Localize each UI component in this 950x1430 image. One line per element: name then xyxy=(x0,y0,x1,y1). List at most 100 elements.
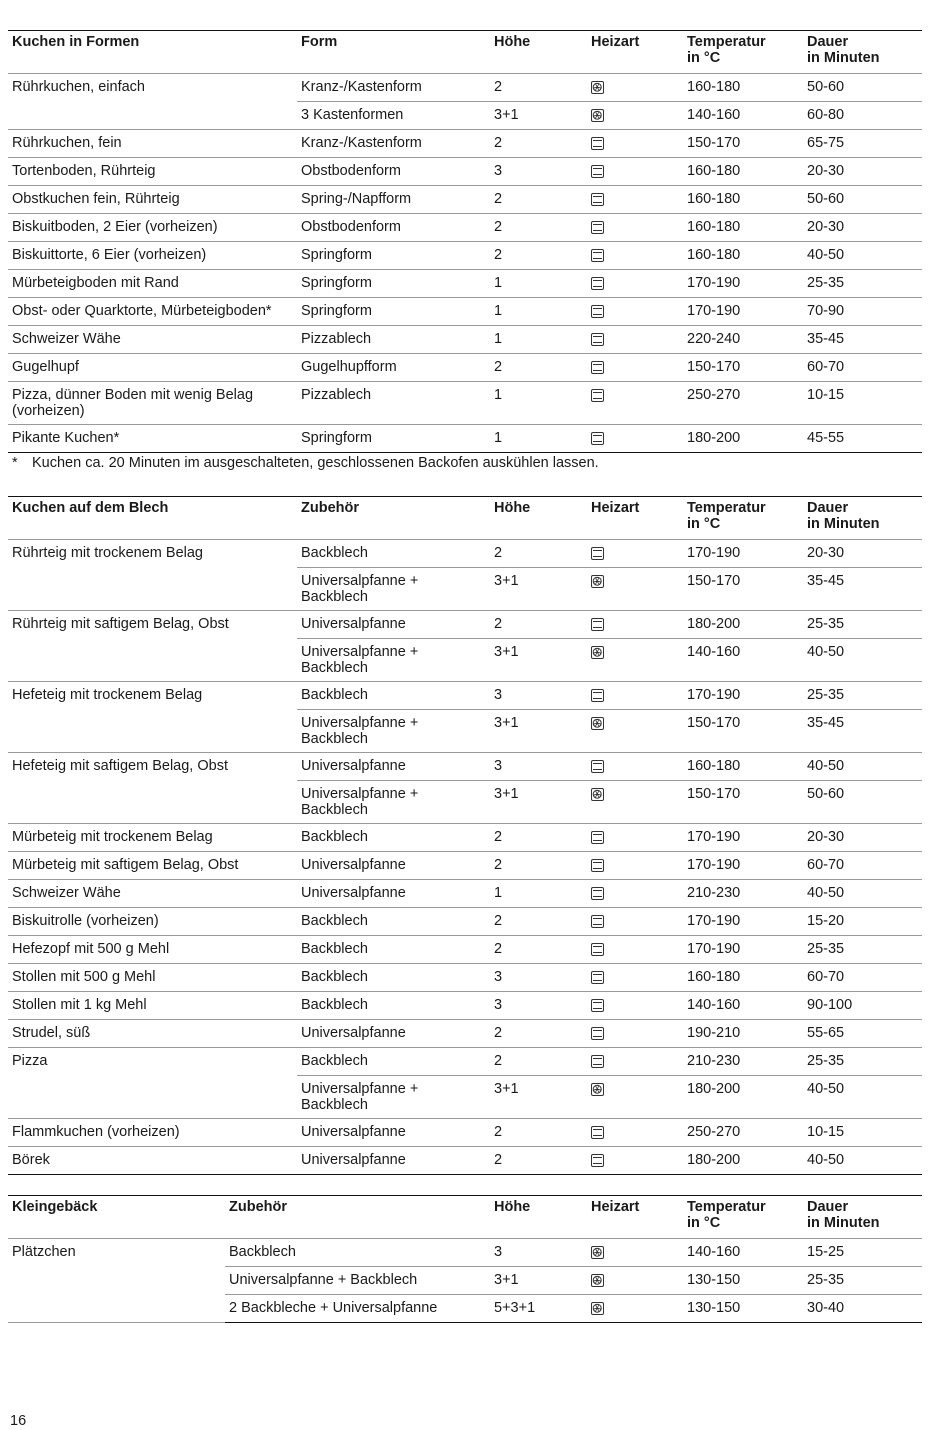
table-row: 2 Backbleche + Universalpfanne 5+3+1 130-1… xyxy=(8,1294,922,1323)
duration: 35-45 xyxy=(803,567,922,611)
accessory: Backblech xyxy=(297,991,490,1020)
table-row: Universalpfanne + Backblech 3+1 150-170 50-… xyxy=(8,780,922,824)
accessory: Universalpfanne xyxy=(297,610,490,639)
temperature: 160-180 xyxy=(683,213,803,242)
heating-mode xyxy=(587,157,683,186)
top-bottom-heat-icon xyxy=(591,943,604,956)
heating-mode xyxy=(587,823,683,852)
heating-mode xyxy=(587,752,683,781)
duration: 55-65 xyxy=(803,1019,922,1048)
temperature: 170-190 xyxy=(683,297,803,326)
dish-name: Mürbeteig mit saftigem Belag, Obst xyxy=(8,851,297,880)
page: Kuchen in Formen Form Höhe Heizart Temperatu… xyxy=(8,30,922,1429)
level: 2 xyxy=(490,73,587,102)
table-row: Rührteig mit trockenem Belag Backblech 2 17… xyxy=(8,539,922,611)
accessory: Backblech xyxy=(297,907,490,936)
duration: 70-90 xyxy=(803,297,922,326)
heating-mode xyxy=(587,907,683,936)
heating-mode xyxy=(587,539,683,568)
dish-name: Biskuittorte, 6 Eier (vorheizen) xyxy=(8,241,297,270)
duration: 60-70 xyxy=(803,851,922,880)
temperature: 210-230 xyxy=(683,1047,803,1076)
column-header: Höhe xyxy=(490,1195,587,1239)
heating-mode xyxy=(587,780,683,824)
accessory: Universalpfanne xyxy=(297,851,490,880)
table-row: Biskuitboden, 2 Eier (vorheizen) Obstbode… xyxy=(8,213,922,242)
temperature: 180-200 xyxy=(683,610,803,639)
header-row: Kuchen auf dem Blech Zubehör Höhe Heizart Te… xyxy=(8,496,922,540)
duration: 60-80 xyxy=(803,101,922,130)
column-header: Heizart xyxy=(587,496,683,540)
level: 3+1 xyxy=(490,1266,587,1295)
dish-name: Stollen mit 1 kg Mehl xyxy=(8,991,297,1020)
level: 5+3+1 xyxy=(490,1294,587,1323)
accessory: Universalpfanne xyxy=(297,1146,490,1175)
heating-mode xyxy=(587,101,683,130)
top-bottom-heat-icon xyxy=(591,547,604,560)
dish-name: Schweizer Wähe xyxy=(8,325,297,354)
temperature: 170-190 xyxy=(683,823,803,852)
dish-name: Börek xyxy=(8,1146,297,1175)
level: 3+1 xyxy=(490,1075,587,1119)
heating-mode xyxy=(587,638,683,682)
duration: 50-60 xyxy=(803,185,922,214)
level: 3 xyxy=(490,1238,587,1267)
heating-mode xyxy=(587,991,683,1020)
duration: 50-60 xyxy=(803,780,922,824)
duration: 45-55 xyxy=(803,424,922,453)
column-header: Temperatur in °C xyxy=(683,1195,803,1239)
accessory: Universalpfanne + Backblech xyxy=(297,1075,490,1119)
duration: 25-35 xyxy=(803,935,922,964)
accessory: Universalpfanne + Backblech xyxy=(297,638,490,682)
temperature: 180-200 xyxy=(683,424,803,453)
accessory: Pizzablech xyxy=(297,381,490,425)
level: 3 xyxy=(490,963,587,992)
table-row: Rührkuchen, fein Kranz-/Kastenform 2 150-17… xyxy=(8,129,922,158)
duration: 60-70 xyxy=(803,353,922,382)
duration: 65-75 xyxy=(803,129,922,158)
top-bottom-heat-icon xyxy=(591,165,604,178)
hot-air-fan-icon xyxy=(591,1246,604,1259)
accessory: Universalpfanne xyxy=(297,1118,490,1147)
heating-mode xyxy=(587,129,683,158)
duration: 20-30 xyxy=(803,213,922,242)
dish-name: Schweizer Wähe xyxy=(8,879,297,908)
temperature: 220-240 xyxy=(683,325,803,354)
level: 2 xyxy=(490,539,587,568)
accessory: Universalpfanne + Backblech xyxy=(297,567,490,611)
hot-air-fan-icon xyxy=(591,1302,604,1315)
temperature: 160-180 xyxy=(683,185,803,214)
temperature: 140-160 xyxy=(683,991,803,1020)
level: 3+1 xyxy=(490,101,587,130)
level: 2 xyxy=(490,935,587,964)
accessory: Backblech xyxy=(297,963,490,992)
level: 3 xyxy=(490,991,587,1020)
dish-name: Rührteig mit trockenem Belag xyxy=(8,539,297,611)
dish-name: Tortenboden, Rührteig xyxy=(8,157,297,186)
top-bottom-heat-icon xyxy=(591,1055,604,1068)
duration: 10-15 xyxy=(803,1118,922,1147)
table-row: 3 Kastenformen 3+1 140-160 60-80 xyxy=(8,101,922,130)
top-bottom-heat-icon xyxy=(591,999,604,1012)
top-bottom-heat-icon xyxy=(591,760,604,773)
heating-mode xyxy=(587,851,683,880)
column-header: Dauer in Minuten xyxy=(803,496,922,540)
temperature: 250-270 xyxy=(683,381,803,425)
temperature: 130-150 xyxy=(683,1294,803,1323)
level: 2 xyxy=(490,213,587,242)
heating-mode xyxy=(587,1047,683,1076)
table-row: Pikante Kuchen* Springform 1 180-200 45-55 xyxy=(8,424,922,453)
temperature: 140-160 xyxy=(683,1238,803,1267)
footnote: * Kuchen ca. 20 Minuten im ausgeschaltete… xyxy=(12,455,599,471)
accessory: Springform xyxy=(297,269,490,298)
top-bottom-heat-icon xyxy=(591,389,604,402)
dish-name: Rührkuchen, fein xyxy=(8,129,297,158)
hot-air-fan-icon xyxy=(591,575,604,588)
table-row: Tortenboden, Rührteig Obstbodenform 3 160-1… xyxy=(8,157,922,186)
duration: 20-30 xyxy=(803,157,922,186)
accessory: Universalpfanne xyxy=(297,752,490,781)
table-row: Universalpfanne + Backblech 3+1 150-170 35-… xyxy=(8,567,922,611)
column-header: Kleingebäck xyxy=(8,1195,225,1239)
table-row: Hefeteig mit trockenem Belag Backblech 3 17… xyxy=(8,681,922,753)
level: 2 xyxy=(490,907,587,936)
